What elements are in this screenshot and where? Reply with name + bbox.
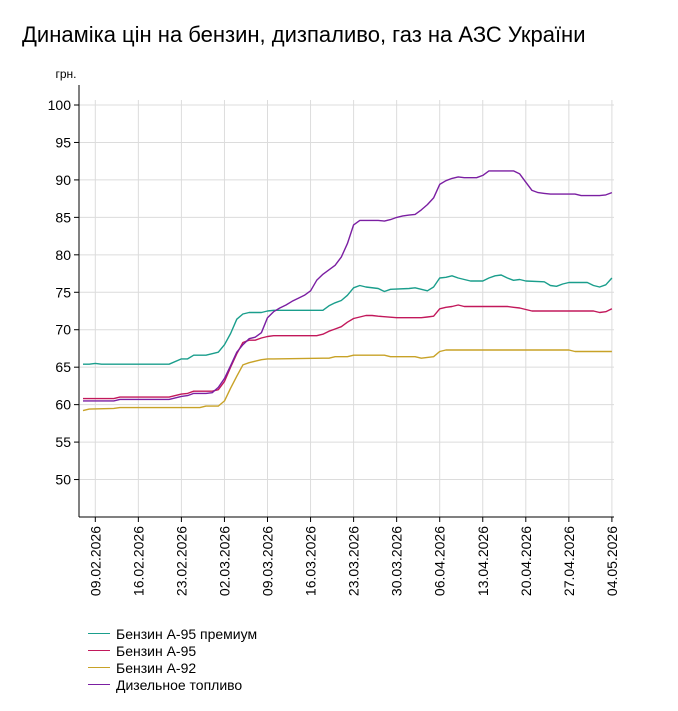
y-tick-label: 80 (55, 247, 71, 263)
series-line-2 (83, 304, 613, 400)
legend-label: Бензин А-95 (116, 642, 197, 659)
x-tick-label: 13.04.2026 (475, 526, 491, 596)
y-tick-label: 50 (55, 472, 71, 488)
legend-item[interactable]: Бензин А-95 (88, 642, 257, 659)
y-tick-label: 70 (55, 322, 71, 338)
y-tick-label: 60 (55, 397, 71, 413)
y-tick-label: 90 (55, 172, 71, 188)
y-tick-label: 75 (55, 284, 71, 300)
legend-item[interactable]: Бензин А-95 премиум (88, 625, 257, 642)
legend-item[interactable]: Дизельное топливо (88, 676, 257, 693)
y-tick-label: 65 (55, 359, 71, 375)
legend-item[interactable]: Бензин А-92 (88, 659, 257, 676)
x-tick-label: 04.05.2026 (604, 526, 620, 596)
x-tick-label: 20.04.2026 (518, 526, 534, 596)
x-tick-label: 06.04.2026 (432, 526, 448, 596)
legend: Бензин А-95 премиум Бензин А-95 Бензин А-9… (88, 625, 257, 693)
grid (79, 100, 614, 517)
legend-swatch (88, 684, 110, 685)
series-line-1 (83, 274, 613, 365)
series-layer (82, 170, 613, 412)
x-tick-label: 02.03.2026 (216, 526, 232, 596)
x-tick-label: 30.03.2026 (389, 526, 405, 596)
x-tick-label: 09.03.2026 (260, 526, 276, 596)
legend-label: Дизельное топливо (116, 676, 243, 693)
y-tick-label: 95 (55, 134, 71, 150)
legend-label: Бензин А-95 премиум (116, 625, 258, 642)
series-line-3 (82, 349, 612, 412)
x-tick-label: 09.02.2026 (87, 526, 103, 596)
legend-swatch (88, 650, 110, 651)
y-tick-label: 55 (55, 434, 71, 450)
axes: 50 55 60 65 70 75 80 85 90 95 100 09.02.2026 16.02.2… (48, 85, 620, 596)
x-tick-label: 23.02.2026 (173, 526, 189, 596)
y-axis-unit-label: грн. (55, 67, 76, 81)
x-tick-label: 23.03.2026 (346, 526, 362, 596)
x-tick-label: 16.02.2026 (130, 526, 146, 596)
series-line-4 (83, 170, 613, 402)
legend-label: Бензин А-92 (116, 659, 197, 676)
legend-swatch (88, 667, 110, 668)
chart-title: Динаміка цін на бензин, дизпаливо, газ н… (22, 22, 586, 47)
legend-swatch (88, 633, 110, 634)
x-tick-label: 27.04.2026 (561, 526, 577, 596)
y-tick-label: 85 (55, 209, 71, 225)
x-tick-label: 16.03.2026 (303, 526, 319, 596)
y-tick-label: 100 (48, 97, 72, 113)
